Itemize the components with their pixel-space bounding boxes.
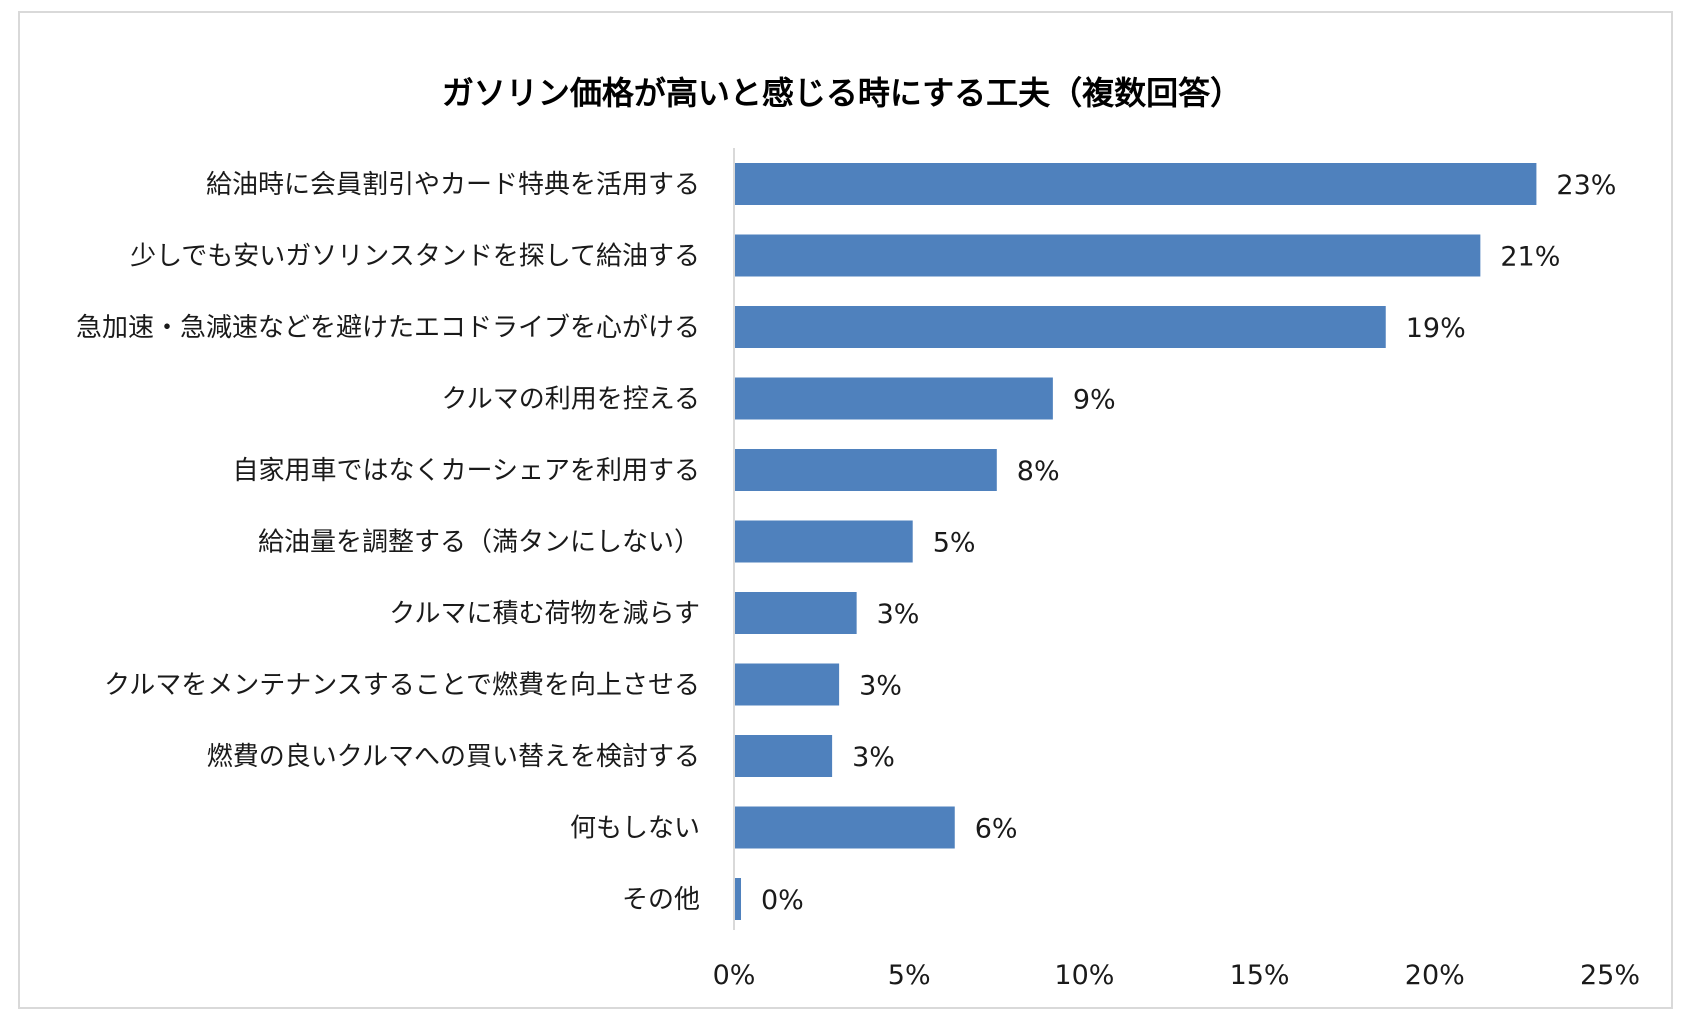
x-tick-label: 20%	[1405, 960, 1465, 991]
category-label: 給油量を調整する（満タンにしない）	[258, 528, 700, 558]
category-label: 給油時に会員割引やカード特典を活用する	[206, 170, 700, 200]
bar	[734, 234, 1481, 277]
bar	[734, 306, 1386, 348]
bar	[734, 377, 1053, 420]
category-label: 自家用車ではなくカーシェアを利用する	[233, 456, 700, 486]
data-label: 3%	[852, 742, 895, 773]
bar	[734, 592, 857, 634]
category-label: 少しでも安いガソリンスタンドを探して給油する	[130, 242, 700, 272]
data-label: 3%	[859, 671, 902, 702]
data-label: 21%	[1500, 242, 1560, 273]
bar	[734, 163, 1537, 205]
data-label: 5%	[933, 528, 976, 559]
category-label: クルマをメンテナンスすることで燃費を向上させる	[104, 671, 700, 701]
category-label: 何もしない	[570, 814, 700, 844]
x-tick-label: 10%	[1054, 960, 1114, 991]
x-tick-label: 0%	[713, 960, 756, 991]
data-label: 8%	[1017, 456, 1060, 487]
bar	[734, 806, 955, 849]
data-label: 9%	[1073, 385, 1116, 416]
category-label: 燃費の良いクルマへの買い替えを検討する	[207, 742, 700, 772]
x-tick-label: 25%	[1580, 960, 1640, 991]
category-label: 急加速・急減速などを避けたエコドライブを心がける	[76, 313, 700, 343]
bar	[734, 735, 833, 777]
x-tick-label: 5%	[888, 960, 931, 991]
bar	[734, 663, 840, 706]
x-tick-label: 15%	[1230, 960, 1290, 991]
data-label: 6%	[975, 814, 1018, 845]
category-label: クルマの利用を控える	[442, 385, 700, 415]
bar	[734, 449, 997, 491]
bar	[734, 520, 913, 563]
data-label: 3%	[877, 599, 920, 630]
data-label: 19%	[1406, 313, 1466, 344]
bar	[734, 878, 742, 920]
category-label: その他	[622, 885, 700, 915]
data-label: 0%	[761, 885, 804, 916]
data-label: 23%	[1556, 170, 1616, 201]
category-label: クルマに積む荷物を減らす	[389, 599, 700, 629]
chart-title: ガソリン価格が高いと感じる時にする工夫（複数回答）	[441, 74, 1243, 112]
